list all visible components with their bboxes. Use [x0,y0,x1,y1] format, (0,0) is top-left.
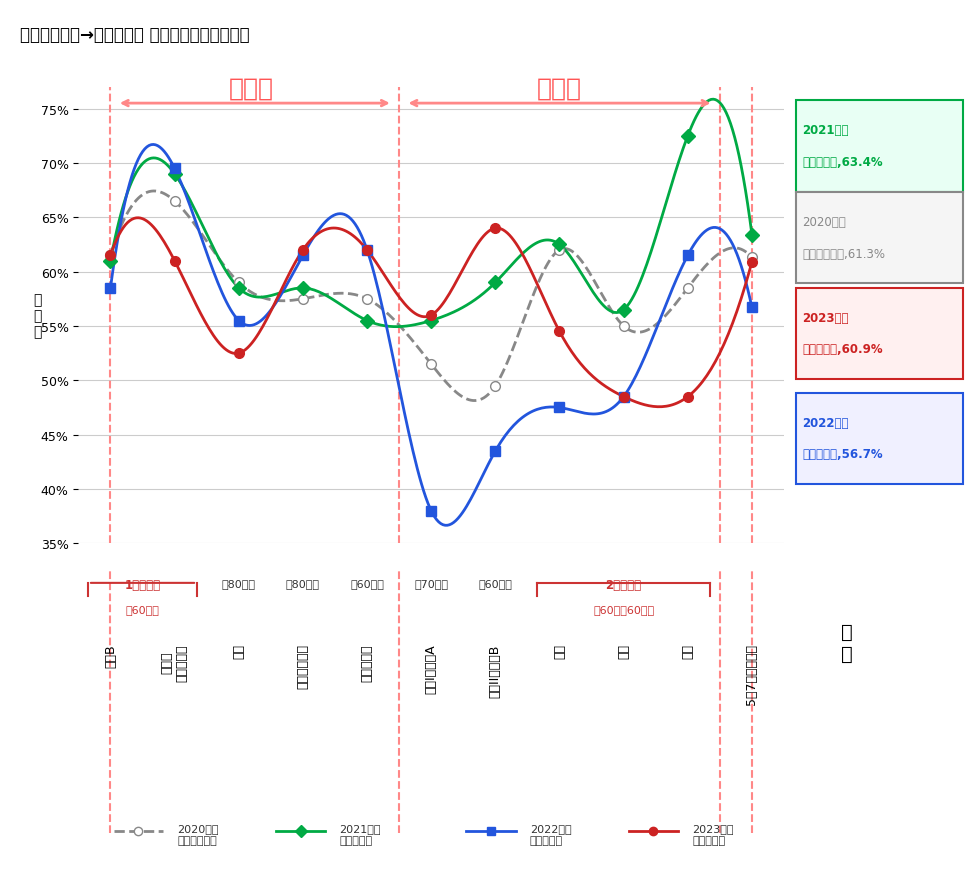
Text: 科
目: 科 目 [841,623,853,664]
Text: 2022年度
共通テスト: 2022年度 共通テスト [530,824,571,845]
Y-axis label: 得
点
率: 得 点 率 [33,293,42,339]
Text: 数学II・数学B: 数学II・数学B [489,644,502,697]
Text: 共通テスト,60.9%: 共通テスト,60.9% [803,343,883,356]
Text: 物理: 物理 [553,644,566,659]
Text: 2021年度
共通テスト: 2021年度 共通テスト [339,824,381,845]
FancyBboxPatch shape [796,289,963,380]
Text: （60分）: （60分） [350,578,384,588]
Text: センター試験,61.3%: センター試験,61.3% [803,247,886,260]
Text: 2023年度: 2023年度 [803,311,849,324]
Text: センター試験→共通テスト 年度別平均得点率状況: センター試験→共通テスト 年度別平均得点率状況 [20,26,249,45]
Text: 数学I・数学A: 数学I・数学A [424,644,438,694]
Text: 5ー7科目理系型: 5ー7科目理系型 [746,644,759,704]
Text: （60分）: （60分） [478,578,513,588]
Text: 共通テスト,56.7%: 共通テスト,56.7% [803,448,883,461]
Text: 生物: 生物 [681,644,694,659]
Text: 2020年度: 2020年度 [803,216,847,228]
FancyBboxPatch shape [796,102,963,193]
Text: 2021年度: 2021年度 [803,125,849,137]
Text: （80分）: （80分） [286,578,319,588]
Text: １日め: １日め [229,77,274,101]
Text: ２日め: ２日め [537,77,582,101]
Text: 2科目選択: 2科目選択 [606,578,642,591]
Text: 共通テスト,63.4%: 共通テスト,63.4% [803,156,883,169]
Text: （60分）: （60分） [125,604,160,614]
Text: （70分）: （70分） [415,578,448,588]
Text: 1科目選択: 1科目選択 [124,578,161,591]
Text: （80分）: （80分） [221,578,256,588]
Text: リスニング: リスニング [361,644,373,681]
Text: 倫理ー
政治・経済: 倫理ー 政治・経済 [161,644,188,681]
FancyBboxPatch shape [796,193,963,284]
Text: リーディング: リーディング [296,644,310,688]
Text: 2023年度
共通テスト: 2023年度 共通テスト [692,824,734,845]
Text: （60分＋60分）: （60分＋60分） [593,604,655,614]
Text: 国語: 国語 [232,644,245,659]
FancyBboxPatch shape [796,393,963,484]
Text: 地理B: 地理B [104,644,117,667]
Text: 2022年度: 2022年度 [803,416,849,429]
Text: 化学: 化学 [617,644,630,659]
Text: 2020年度
センター試験: 2020年度 センター試験 [177,824,219,845]
